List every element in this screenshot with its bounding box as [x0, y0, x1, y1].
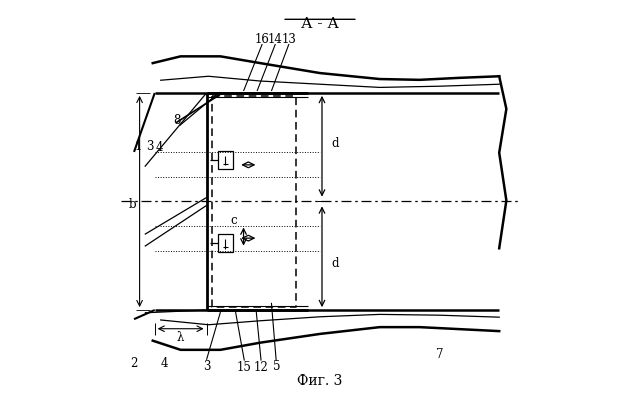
Text: 8: 8 [173, 113, 180, 127]
Text: b: b [129, 198, 137, 211]
Text: 15: 15 [237, 361, 252, 374]
Text: 1: 1 [134, 140, 141, 153]
Text: 14: 14 [268, 33, 283, 46]
Text: 13: 13 [282, 33, 296, 46]
Text: d: d [332, 138, 339, 150]
Text: c: c [230, 214, 237, 227]
Text: А - А: А - А [301, 17, 339, 31]
Text: 2: 2 [131, 357, 138, 370]
Text: 16: 16 [255, 33, 269, 46]
Text: λ: λ [177, 331, 184, 344]
Text: Фиг. 3: Фиг. 3 [298, 374, 342, 388]
Text: 5: 5 [273, 360, 281, 373]
Text: d: d [332, 257, 339, 270]
Text: 7: 7 [436, 348, 444, 361]
Text: 4: 4 [160, 357, 168, 370]
Text: 3: 3 [203, 360, 211, 373]
Text: 12: 12 [253, 361, 268, 374]
Text: 3: 3 [146, 140, 154, 153]
Text: 4: 4 [156, 142, 163, 154]
